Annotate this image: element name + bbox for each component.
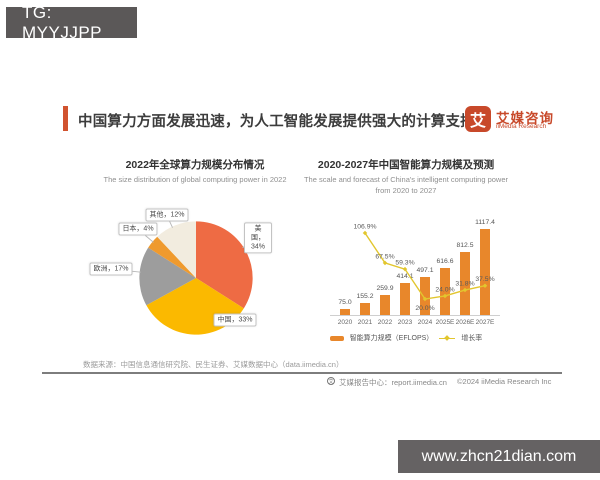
- growth-point-label: 31.8%: [455, 281, 474, 288]
- legend-bar-label: 智能算力规模（EFLOPS）: [349, 335, 434, 342]
- x-tick-2020: 2020: [337, 319, 353, 326]
- bar-column-2025E: 616.6: [435, 229, 455, 315]
- growth-line-chart: 106.9% 67.5%59.3% 20.0% 24.0%31.8%37.5%: [353, 224, 494, 313]
- x-tick-2023: 2023: [397, 319, 413, 326]
- bar-2027E: [480, 229, 490, 315]
- iimedia-logo-brand: 艾媒咨询: [496, 111, 554, 126]
- bar-2026E: [460, 252, 470, 315]
- x-tick-2025E: 2025E: [435, 319, 455, 326]
- bar-value-label: 259.9: [376, 285, 394, 292]
- pie-label-japan: 日本，4%: [118, 222, 158, 236]
- bar-2024: [420, 276, 430, 315]
- bar-column-2026E: 812.5: [455, 229, 475, 315]
- bar-value-label: 155.2: [356, 293, 374, 301]
- page-title: 中国算力方面发展迅速，为人工智能发展提供强大的计算支持: [78, 114, 475, 130]
- x-tick-2024: 2024: [417, 319, 433, 326]
- iimedia-logo: 艾 艾媒咨询 iiMedia Research: [465, 106, 575, 136]
- bar-value-label: 497.1: [416, 266, 434, 274]
- bar-value-label: 414.1: [396, 273, 414, 281]
- growth-rate-line: [364, 232, 486, 300]
- pie-chart-subtitle: The size distribution of global computin…: [103, 175, 287, 184]
- footer-divider: [42, 372, 562, 374]
- growth-point-label: 24.0%: [435, 286, 454, 293]
- pie-slice-美国: [196, 221, 253, 309]
- pie-label-others: 其他，12%: [145, 208, 189, 222]
- x-tick-2027E: 2027E: [475, 319, 495, 326]
- chart-legend: 智能算力规模（EFLOPS） 增长率: [286, 333, 526, 343]
- growth-point-label: 59.3%: [395, 260, 414, 267]
- bar-plot: 75.0 155.2 259.9 414.1 497.1 616.6 812.5 1117.4: [335, 219, 495, 315]
- growth-point: [462, 287, 468, 293]
- legend-bar-swatch: [329, 335, 344, 341]
- x-tick-2026E: 2026E: [455, 319, 475, 326]
- growth-point: [482, 283, 488, 288]
- telegram-watermark: TG: MYYJJPP: [6, 3, 137, 42]
- x-tick-2021: 2021: [357, 319, 373, 326]
- bar-column-2022: 259.9: [375, 229, 395, 315]
- bar-value-label: 75.0: [338, 299, 352, 307]
- bar-column-2020: 75.0: [335, 229, 355, 315]
- pie-callout-line: [145, 235, 154, 243]
- bar-value-label: 1117.4: [475, 219, 495, 226]
- growth-point: [442, 293, 448, 299]
- pie-slice-其他: [157, 221, 196, 278]
- x-axis-line: [330, 315, 500, 316]
- bar-value-label: 616.6: [436, 257, 454, 265]
- pie-slice-欧洲: [139, 247, 196, 306]
- growth-point-label: 67.5%: [375, 253, 394, 260]
- bar-chart-block: 2020-2027年中国智能算力规模及预测 The scale and fore…: [286, 157, 526, 372]
- growth-point-label: 20.0%: [415, 305, 434, 312]
- pie-chart-block: 2022年全球算力规模分布情况 The size distribution of…: [70, 157, 320, 372]
- legend-line-swatch: [439, 335, 456, 341]
- footer-copyright: ©2024 iiMedia Research Inc: [457, 377, 552, 386]
- bar-column-2021: 155.2: [355, 229, 375, 315]
- bar-column-2024: 497.1: [415, 229, 435, 315]
- pie-label-usa: 美国，34%: [244, 222, 272, 254]
- bar-chart-subtitle: The scale and forecast of China's intell…: [303, 175, 509, 195]
- legend-line-label: 增长率: [461, 335, 483, 342]
- pie-label-china: 中国，33%: [213, 313, 257, 327]
- site-watermark: www.zhcn21dian.com: [398, 440, 600, 473]
- bar-value-label: 812.5: [456, 242, 474, 250]
- iimedia-logo-brand-en: iiMedia Research: [496, 123, 547, 130]
- bar-2022: [380, 295, 390, 315]
- title-accent-bar: [63, 106, 68, 131]
- bar-column-2027E: 1117.4: [475, 219, 495, 315]
- bar-2020: [340, 309, 350, 315]
- telegram-watermark-text: TG: MYYJJPP: [22, 2, 103, 42]
- x-tick-2022: 2022: [377, 319, 393, 326]
- bar-2023: [400, 283, 410, 315]
- x-axis-ticks: 2020 2021 2022 2023 2024 2025E 2026E 2027E: [335, 319, 495, 326]
- pie-chart-title: 2022年全球算力规模分布情况: [125, 159, 265, 171]
- data-source-note: 数据来源：中国信息通信研究院、民生证券、艾媒数据中心（data.iimedia.…: [83, 360, 344, 369]
- bar-2025E: [440, 267, 450, 315]
- bar-column-2023: 414.1: [395, 229, 415, 315]
- pie-label-europe: 欧洲，17%: [89, 262, 133, 276]
- site-watermark-text: www.zhcn21dian.com: [421, 447, 577, 465]
- footer-report-center: 艾媒报告中心：report.iimedia.cn: [339, 378, 447, 387]
- bar-chart-title: 2020-2027年中国智能算力规模及预测: [317, 159, 495, 171]
- growth-point-label: 37.5%: [475, 276, 494, 283]
- iimedia-logo-icon: 艾: [465, 106, 491, 132]
- iimedia-globe-icon: 艾: [327, 377, 335, 385]
- pie-slice-日本: [148, 236, 196, 278]
- growth-point-label: 106.9%: [353, 224, 376, 231]
- bar-2021: [360, 303, 370, 315]
